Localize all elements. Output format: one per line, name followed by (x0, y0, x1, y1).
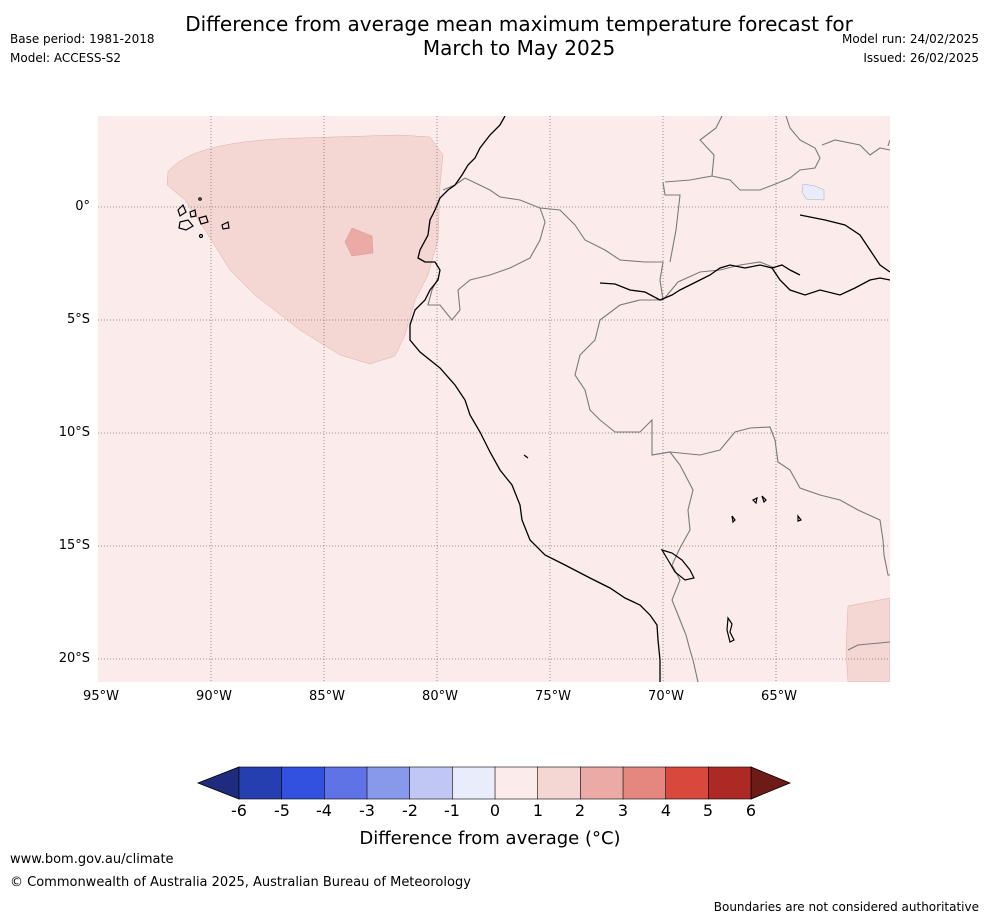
colorbar-swatch (580, 766, 624, 800)
anomaly-region-2-3 (344, 227, 374, 257)
colorbar-swatch (238, 766, 283, 800)
issued-date: Issued: 26/02/2025 (863, 51, 979, 65)
lakes (523, 454, 802, 643)
lon-label-70w: 70°W (648, 689, 684, 704)
lat-label-10s: 10°S (58, 425, 90, 440)
colorbar-swatch (494, 766, 539, 800)
lon-label-65w: 65°W (761, 689, 797, 704)
cbar-tick: 2 (574, 801, 586, 820)
cbar-tick: -1 (444, 801, 460, 820)
lon-label-75w: 75°W (535, 689, 571, 704)
colorbar-swatch (537, 766, 581, 800)
colorbar-swatches (196, 766, 792, 800)
colorbar-swatch (324, 766, 368, 800)
galapagos-islands (177, 197, 230, 239)
map-panel (98, 116, 890, 682)
cbar-tick: 6 (745, 801, 757, 820)
colorbar-swatch (665, 766, 709, 800)
lat-label-15s: 15°S (58, 538, 90, 553)
cbar-tick: 1 (532, 801, 544, 820)
coastlines (409, 116, 890, 682)
cbar-tick: -4 (316, 801, 332, 820)
colorbar-swatch (366, 766, 411, 800)
colorbar-swatch (452, 766, 496, 800)
cbar-tick: -2 (402, 801, 418, 820)
colorbar-swatch (708, 766, 752, 800)
anomaly-region-0-minus-1 (801, 183, 825, 201)
lon-label-90w: 90°W (196, 689, 232, 704)
colorbar-label: Difference from average (°C) (359, 828, 621, 849)
graticule (98, 116, 890, 682)
colorbar-swatch (409, 766, 453, 800)
cbar-tick: 4 (660, 801, 672, 820)
map-title: Difference from average mean maximum tem… (144, 12, 894, 60)
footer-copyright: © Commonwealth of Australia 2025, Austra… (10, 875, 471, 890)
base-period: Base period: 1981-2018 (10, 32, 155, 46)
country-borders (427, 116, 890, 682)
model-name: Model: ACCESS-S2 (10, 51, 122, 65)
title-line-1: Difference from average mean maximum tem… (185, 12, 853, 36)
anomaly-region-1-2-pacific (166, 134, 444, 365)
lat-label-5s: 5°S (66, 312, 90, 327)
cbar-tick: 0 (489, 801, 501, 820)
lat-label-20s: 20°S (58, 651, 90, 666)
lon-label-95w: 95°W (83, 689, 119, 704)
colorbar-extend-low (196, 766, 240, 800)
footer-url: www.bom.gov.au/climate (10, 852, 174, 867)
colorbar-swatch (622, 766, 667, 800)
title-line-2: March to May 2025 (422, 36, 616, 60)
model-run: Model run: 24/02/2025 (841, 32, 979, 46)
cbar-tick: 5 (702, 801, 714, 820)
anomaly-region-southeast (845, 597, 890, 682)
lat-label-0: 0° (75, 199, 90, 214)
cbar-tick: 3 (617, 801, 629, 820)
colorbar-extend-high (750, 766, 792, 800)
cbar-tick: -6 (231, 801, 247, 820)
cbar-tick: -5 (274, 801, 290, 820)
colorbar (196, 766, 792, 800)
footer-disclaimer: Boundaries are not considered authoritat… (713, 900, 979, 914)
colorbar-swatch (281, 766, 325, 800)
cbar-tick: -3 (359, 801, 375, 820)
lon-label-85w: 85°W (309, 689, 345, 704)
lon-label-80w: 80°W (422, 689, 458, 704)
